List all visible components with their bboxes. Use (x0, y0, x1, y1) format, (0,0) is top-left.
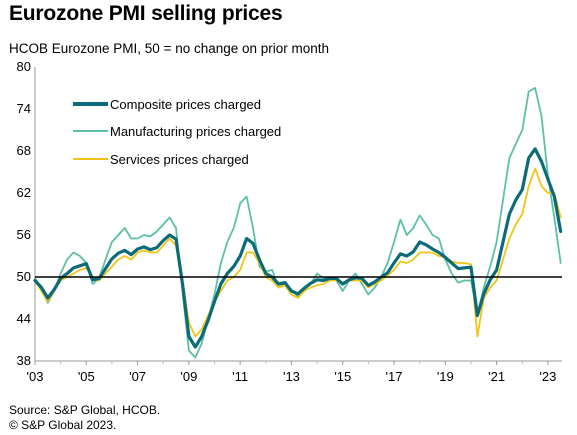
x-tick-label: '11 (232, 369, 248, 384)
y-tick-label: 50 (17, 269, 31, 284)
y-tick-label: 38 (17, 353, 31, 368)
y-tick-label: 56 (17, 227, 31, 242)
y-tick-label: 44 (17, 311, 31, 326)
y-tick-label: 68 (17, 143, 31, 158)
source-note: Source: S&P Global, HCOB. (9, 403, 161, 417)
x-tick-label: '13 (283, 369, 300, 384)
legend-label-services: Services prices charged (110, 152, 249, 167)
y-tick-label: 62 (17, 185, 31, 200)
copyright-note: © S&P Global 2023. (9, 418, 117, 432)
x-tick-label: '05 (78, 369, 95, 384)
x-tick-label: '19 (437, 369, 454, 384)
series-line-services (34, 167, 562, 338)
x-tick-label: '21 (488, 369, 505, 384)
y-tick-label: 80 (17, 59, 31, 74)
x-tick-label: '09 (180, 369, 197, 384)
chart-subtitle: HCOB Eurozone PMI, 50 = no change on pri… (9, 41, 330, 56)
legend-label-manufacturing: Manufacturing prices charged (110, 124, 281, 139)
x-tick-label: '15 (334, 369, 351, 384)
x-tick-label: '23 (539, 369, 556, 384)
y-tick-label: 74 (17, 101, 31, 116)
chart-title: Eurozone PMI selling prices (9, 2, 283, 25)
series-line-composite (33, 147, 563, 349)
legend-label-composite: Composite prices charged (110, 97, 261, 112)
x-tick-label: '07 (129, 369, 146, 384)
x-tick-label: '17 (386, 369, 403, 384)
x-tick-label: '03 (27, 369, 44, 384)
